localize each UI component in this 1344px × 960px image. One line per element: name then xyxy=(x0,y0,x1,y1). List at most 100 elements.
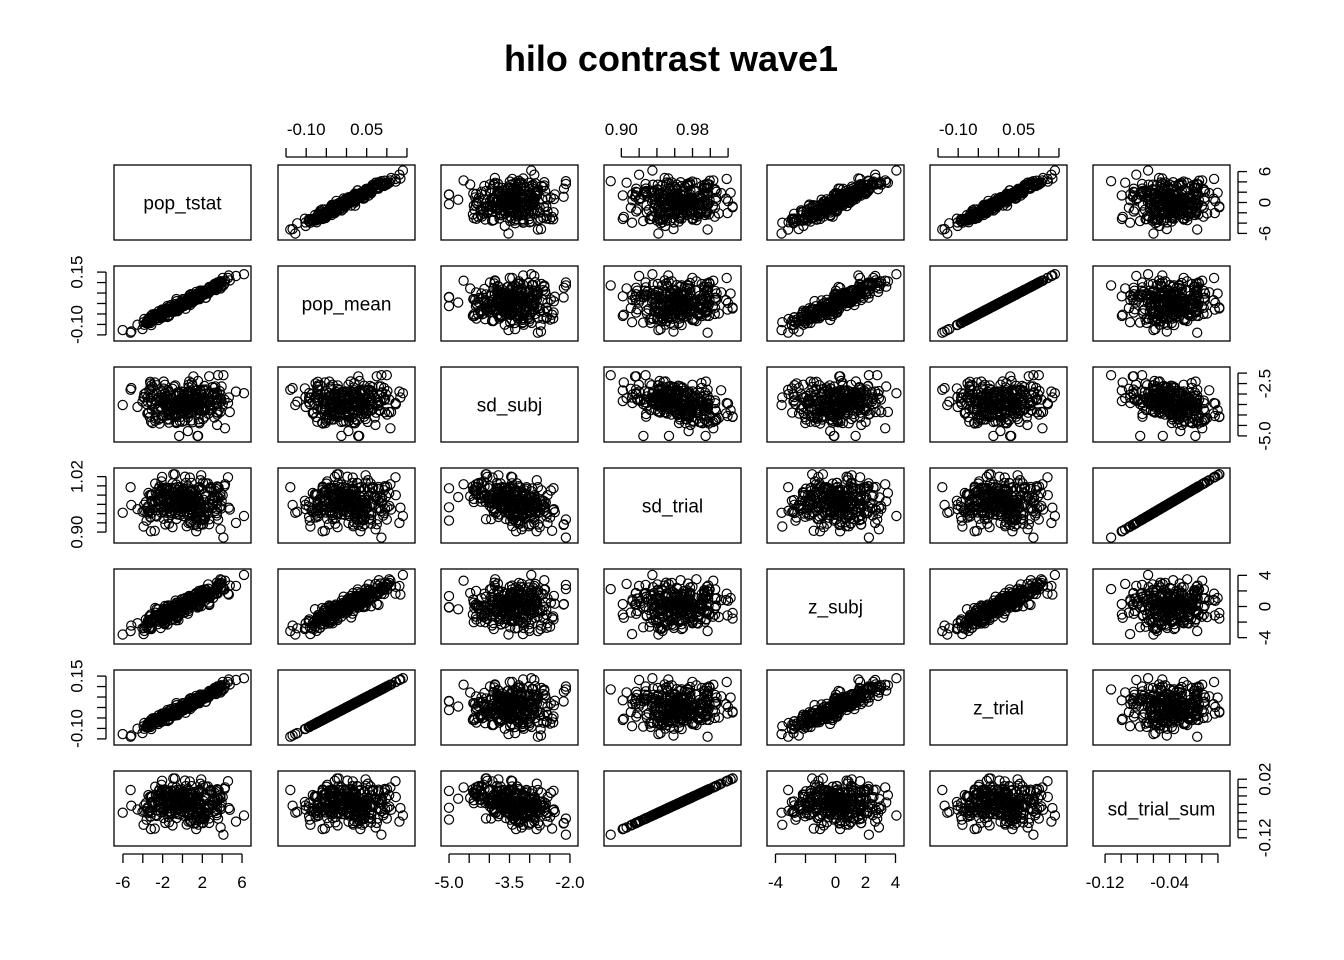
panel-frame xyxy=(277,164,416,241)
data-point xyxy=(891,165,902,176)
data-point xyxy=(482,205,494,216)
data-point xyxy=(1212,288,1223,299)
data-point xyxy=(787,407,798,418)
data-point xyxy=(638,430,649,442)
data-point xyxy=(686,194,697,205)
data-point xyxy=(351,192,362,204)
panel-pop_mean-vs-sd_trial_sum xyxy=(1092,265,1231,342)
data-point xyxy=(1208,173,1220,185)
data-point xyxy=(305,217,316,228)
data-point xyxy=(625,202,637,213)
data-point xyxy=(173,430,185,442)
data-point xyxy=(722,207,733,219)
data-point xyxy=(300,217,311,228)
data-point xyxy=(285,224,296,235)
data-point xyxy=(627,189,638,200)
data-point xyxy=(617,213,629,225)
data-point xyxy=(659,172,670,184)
data-point xyxy=(458,175,469,186)
data-point xyxy=(715,187,727,199)
data-point xyxy=(708,175,719,186)
panel-pop_tstat-vs-sd_subj xyxy=(440,164,579,241)
data-point xyxy=(687,176,698,187)
data-point xyxy=(548,214,559,225)
data-point xyxy=(627,195,638,206)
data-point xyxy=(453,297,464,308)
data-point xyxy=(853,270,864,281)
data-point xyxy=(700,430,711,442)
data-point xyxy=(626,317,638,328)
data-point xyxy=(363,183,374,195)
data-point xyxy=(882,406,894,418)
data-point xyxy=(527,194,538,205)
data-point xyxy=(605,370,616,381)
data-point xyxy=(605,175,616,187)
data-point xyxy=(558,183,570,194)
data-point xyxy=(560,175,572,187)
data-point xyxy=(710,185,721,196)
data-point xyxy=(702,200,713,211)
data-point xyxy=(660,220,671,232)
panel-pop_tstat-vs-pop_mean xyxy=(277,164,416,241)
data-point xyxy=(458,275,469,286)
data-point xyxy=(721,272,732,284)
data-point xyxy=(653,228,664,239)
data-point xyxy=(548,193,560,205)
panel-frame xyxy=(603,164,742,241)
data-point xyxy=(621,177,632,188)
panel-sd_subj-vs-sd_trial xyxy=(603,366,742,443)
data-point xyxy=(702,327,713,338)
data-point xyxy=(203,371,215,382)
data-point xyxy=(657,217,668,228)
variable-label: pop_mean xyxy=(302,295,392,316)
data-point xyxy=(1208,272,1220,284)
data-point xyxy=(132,401,143,413)
panel-sd_subj-vs-z_subj xyxy=(766,366,905,443)
data-point xyxy=(1105,175,1117,187)
data-point xyxy=(891,269,902,280)
data-point xyxy=(471,197,482,208)
data-point xyxy=(880,423,891,434)
data-point xyxy=(881,381,892,392)
data-point xyxy=(311,217,322,228)
data-point xyxy=(218,370,229,381)
data-point xyxy=(542,206,553,217)
data-point xyxy=(721,173,732,185)
data-point xyxy=(503,198,515,210)
data-point xyxy=(643,204,655,215)
data-point xyxy=(678,201,689,212)
data-point xyxy=(942,399,953,411)
data-point xyxy=(711,186,722,197)
data-point xyxy=(539,176,550,188)
data-point xyxy=(344,194,355,205)
data-point xyxy=(515,192,526,204)
data-point xyxy=(486,194,498,205)
data-point xyxy=(660,193,671,205)
data-point xyxy=(117,399,128,411)
panel-pop_mean-vs-sd_trial xyxy=(603,265,742,342)
data-point xyxy=(640,185,652,197)
data-point xyxy=(647,165,658,176)
data-point xyxy=(544,213,556,225)
data-point xyxy=(499,220,510,232)
data-point xyxy=(336,430,347,442)
panel-pop_mean-vs-z_trial xyxy=(929,265,1068,342)
data-point xyxy=(532,224,544,235)
data-point xyxy=(678,186,689,197)
panel-pop_mean-vs-pop_tstat xyxy=(113,265,252,342)
data-point xyxy=(1142,165,1154,176)
data-point xyxy=(704,194,715,205)
data-point xyxy=(380,177,392,188)
data-point xyxy=(337,199,348,211)
data-point xyxy=(326,205,337,216)
panel-pop_mean-vs-sd_subj xyxy=(440,265,579,342)
data-point xyxy=(290,399,301,411)
data-point xyxy=(327,206,338,217)
data-point xyxy=(1142,269,1154,280)
data-point xyxy=(517,217,529,228)
data-point xyxy=(605,280,616,291)
data-point xyxy=(652,183,663,195)
data-point xyxy=(702,224,713,235)
data-point xyxy=(663,430,675,442)
